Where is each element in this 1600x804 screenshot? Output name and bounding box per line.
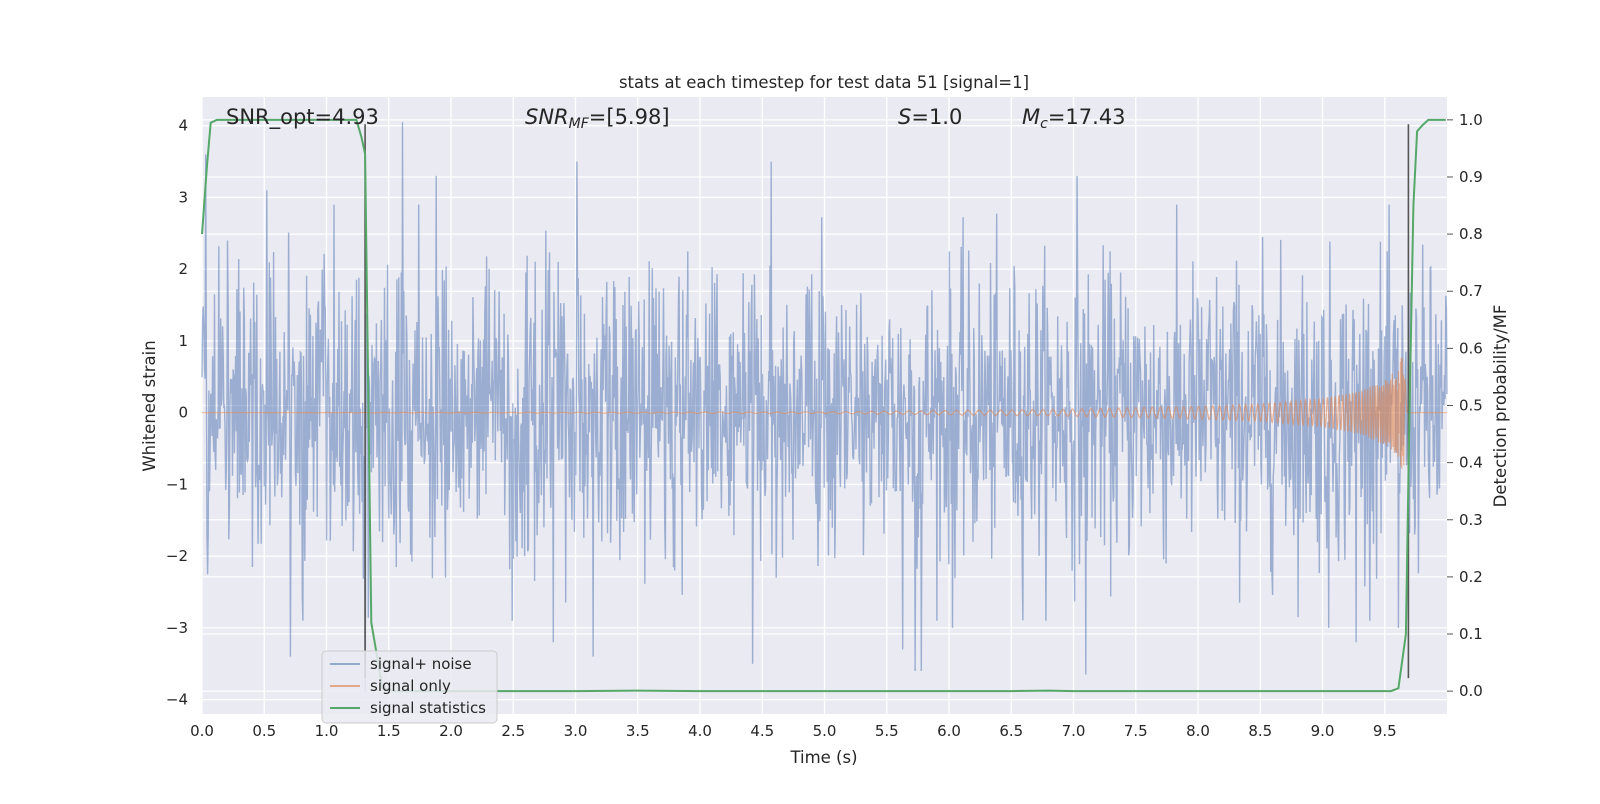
y2-axis-label: Detection probability/MF <box>1491 305 1510 508</box>
x-tick-label: 0.5 <box>252 722 276 740</box>
x-tick-label: 5.0 <box>813 722 837 740</box>
y2-tick-label: 0.9 <box>1459 168 1483 186</box>
x-tick-label: 6.5 <box>999 722 1023 740</box>
x-tick-label: 8.0 <box>1186 722 1210 740</box>
annotation-mc-value: =17.43 <box>1048 105 1126 129</box>
annotation-mc-sub: c <box>1040 116 1048 132</box>
x-tick-label: 9.5 <box>1373 722 1397 740</box>
x-tick-label: 4.0 <box>688 722 712 740</box>
x-tick-label: 6.0 <box>937 722 961 740</box>
y2-tick-label: 0.7 <box>1459 282 1483 300</box>
legend-box <box>321 650 498 724</box>
y-tick-label: −3 <box>166 619 188 637</box>
y-tick-label: 0 <box>178 404 188 422</box>
y2-tick-label: 0.5 <box>1459 397 1483 415</box>
y2-tick-label: 0.3 <box>1459 511 1483 529</box>
x-tick-label: 3.5 <box>626 722 650 740</box>
annotation-snr-mf-value: =[5.98] <box>589 105 670 129</box>
x-tick-label: 7.5 <box>1124 722 1148 740</box>
y-tick-label: −4 <box>166 691 188 709</box>
legend-label-signal-only: signal only <box>370 677 451 695</box>
signal-noise-line <box>201 122 1448 693</box>
signal-statistics-line <box>201 118 1446 693</box>
annotation-s-label: S <box>898 105 911 129</box>
annotation-snr-opt: SNR_opt=4.93 <box>226 105 379 130</box>
x-tick-label: 3.0 <box>564 722 588 740</box>
x-tick-label: 4.5 <box>750 722 774 740</box>
y-tick-label: −2 <box>166 547 188 565</box>
x-axis-label: Time (s) <box>789 748 857 767</box>
series-signal-only <box>202 357 1447 469</box>
tick-labels: 0.0 0.5 1.0 1.5 2.0 2.5 3.0 3.5 4.0 4.5 5.0 5.5 6.0 6… <box>166 111 1483 740</box>
y-tick-label: 3 <box>178 188 188 206</box>
legend-label-signal-noise: signal+ noise <box>370 655 472 673</box>
annotation-snr-mf-label: SNR <box>525 105 569 129</box>
legend-label-signal-statistics: signal statistics <box>370 699 486 717</box>
x-tick-label: 9.0 <box>1311 722 1335 740</box>
annotation-snr-mf-sub: MF <box>569 116 590 132</box>
y2-tick-label: 0.8 <box>1459 225 1483 243</box>
y2-tick-label: 1.0 <box>1459 111 1483 129</box>
y2-tick-label: 0.4 <box>1459 454 1483 472</box>
y-tick-label: 2 <box>178 260 188 278</box>
x-tick-label: 8.5 <box>1248 722 1272 740</box>
series-signal-statistics <box>201 118 1446 693</box>
x-tick-label: 1.5 <box>377 722 401 740</box>
x-tick-label: 2.0 <box>439 722 463 740</box>
x-tick-label: 7.0 <box>1062 722 1086 740</box>
y-tick-label: 4 <box>178 117 188 135</box>
annotation-snr-mf: SNRMF=[5.98] <box>525 105 670 132</box>
y2-tick-label: 0.6 <box>1459 339 1483 357</box>
y2-tick-label: 0.2 <box>1459 568 1483 586</box>
x-tick-label: 1.0 <box>315 722 339 740</box>
y2-tick-label: 0.0 <box>1459 682 1483 700</box>
y-tick-label: 1 <box>178 332 188 350</box>
x-tick-label: 2.5 <box>501 722 525 740</box>
chart-title: stats at each timestep for test data 51 … <box>619 73 1029 92</box>
y-tick-label: −1 <box>166 475 188 493</box>
annotation-s: S=1.0 <box>898 105 962 129</box>
signal-only-line <box>202 357 1447 469</box>
x-tick-label: 5.5 <box>875 722 899 740</box>
y-axis-label: Whitened strain <box>140 340 159 471</box>
y2-tick-label: 0.1 <box>1459 625 1483 643</box>
annotation-mc-label: M <box>1022 105 1040 129</box>
legend: signal+ noise signal only signal statist… <box>321 650 498 724</box>
x-tick-label: 0.0 <box>190 722 214 740</box>
annotation-mc: Mc=17.43 <box>1022 105 1126 132</box>
series-signal-noise <box>201 122 1448 693</box>
annotation-s-value: =1.0 <box>911 105 962 129</box>
